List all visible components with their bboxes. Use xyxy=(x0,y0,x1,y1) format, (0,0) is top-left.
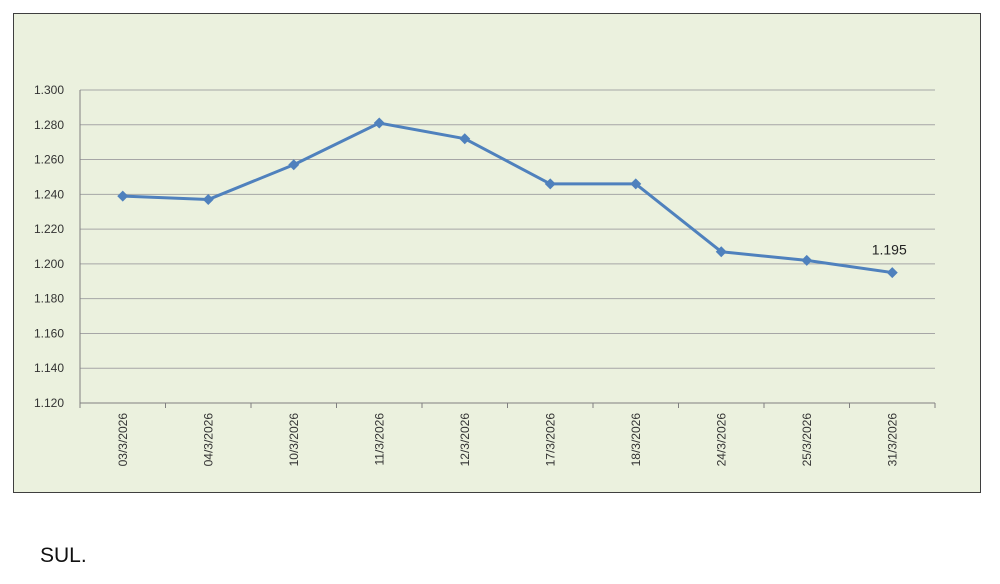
data-point-marker xyxy=(459,133,471,145)
x-axis xyxy=(79,90,936,408)
series-layer xyxy=(117,117,898,279)
y-tick-label: 1.120 xyxy=(34,396,64,410)
y-tick-label: 1.300 xyxy=(34,83,64,97)
y-tick-label: 1.160 xyxy=(34,326,64,340)
chart-frame: 1.120 1.140 1.160 1.180 1.200 1.220 1.240 1.260… xyxy=(13,13,981,493)
data-point-marker xyxy=(202,194,214,206)
y-tick-label: 1.240 xyxy=(34,187,64,201)
x-tick-label: 24/3/2026 xyxy=(714,413,728,467)
data-point-marker xyxy=(117,190,129,202)
data-point-marker xyxy=(544,178,556,190)
data-labels: 1.195 xyxy=(872,242,907,258)
data-point-marker xyxy=(630,178,642,190)
x-tick-label: 10/3/2026 xyxy=(287,413,301,467)
data-point-marker xyxy=(373,117,385,129)
y-tick-label: 1.200 xyxy=(34,257,64,271)
x-tick-label: 03/3/2026 xyxy=(116,413,130,467)
x-tick-label: 17/3/2026 xyxy=(543,413,557,467)
x-tick-label: 31/3/2026 xyxy=(885,413,899,467)
data-point-marker xyxy=(801,254,813,266)
x-axis-ticks: 03/3/2026 04/3/2026 10/3/2026 11/3/2026 12/3… xyxy=(116,413,900,467)
x-tick-label: 11/3/2026 xyxy=(372,413,386,466)
chart-background xyxy=(14,14,980,492)
data-label: 1.195 xyxy=(872,242,907,258)
data-point-marker xyxy=(715,246,727,258)
y-tick-label: 1.220 xyxy=(34,222,64,236)
x-tick-label: 12/3/2026 xyxy=(458,413,472,467)
y-tick-label: 1.260 xyxy=(34,153,64,167)
x-tick-label: 04/3/2026 xyxy=(201,413,215,467)
y-tick-label: 1.180 xyxy=(34,292,64,306)
y-axis-ticks: 1.120 1.140 1.160 1.180 1.200 1.220 1.240 1.260… xyxy=(34,83,64,410)
y-tick-label: 1.140 xyxy=(34,361,64,375)
footer-note: SUL. xyxy=(40,544,87,567)
line-chart: 1.120 1.140 1.160 1.180 1.200 1.220 1.240 1.260… xyxy=(14,14,980,492)
series-line xyxy=(122,121,893,275)
data-point-marker xyxy=(288,159,300,171)
y-tick-label: 1.280 xyxy=(34,118,64,132)
data-point-marker xyxy=(886,267,898,279)
x-tick-label: 18/3/2026 xyxy=(629,413,643,467)
x-tick-label: 25/3/2026 xyxy=(800,413,814,467)
